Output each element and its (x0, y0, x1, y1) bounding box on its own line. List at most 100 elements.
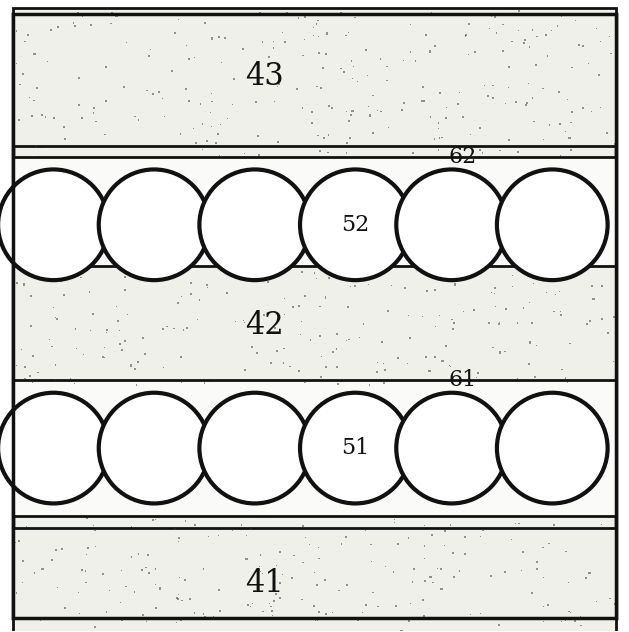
Point (568, 322, 578, 332)
Point (342, 580, 352, 590)
Point (429, 593, 439, 604)
Point (421, 337, 431, 348)
Point (130, 423, 140, 433)
Point (455, 87, 465, 97)
Point (459, 419, 469, 429)
Point (450, 598, 460, 608)
Point (481, 164, 491, 174)
Point (81, 610, 91, 620)
Point (179, 493, 189, 503)
Point (145, 261, 155, 271)
Point (19, 557, 30, 567)
Point (237, 520, 247, 530)
Point (456, 124, 466, 134)
Point (169, 552, 179, 562)
Point (386, 204, 396, 214)
Point (35, 527, 45, 537)
Point (150, 564, 160, 574)
Point (96, 298, 106, 308)
Point (282, 207, 292, 217)
Point (206, 566, 216, 576)
Point (458, 112, 468, 122)
Point (249, 400, 259, 410)
Point (256, 566, 266, 576)
Point (342, 337, 352, 348)
Bar (13, 157, 616, 293)
Point (130, 587, 140, 597)
Point (460, 549, 470, 559)
Point (385, 415, 395, 425)
Point (409, 564, 419, 574)
Point (159, 363, 169, 373)
Point (138, 610, 148, 620)
Point (273, 137, 283, 147)
Point (35, 396, 45, 406)
Point (488, 343, 498, 353)
Point (179, 587, 189, 597)
Point (339, 61, 349, 71)
Point (148, 389, 158, 399)
Point (449, 172, 459, 182)
Point (475, 34, 485, 44)
Point (526, 566, 537, 576)
Point (202, 139, 212, 149)
Point (179, 325, 189, 336)
Point (331, 344, 342, 354)
Point (70, 324, 81, 334)
Point (218, 412, 228, 422)
Point (253, 310, 263, 320)
Point (213, 531, 223, 541)
Point (465, 609, 476, 619)
Point (549, 307, 559, 317)
Point (526, 226, 536, 236)
Point (239, 475, 249, 485)
Point (101, 62, 111, 72)
Point (312, 395, 322, 405)
Point (306, 335, 316, 345)
Point (493, 243, 503, 253)
Point (196, 316, 206, 326)
Point (520, 35, 530, 46)
Point (440, 155, 450, 166)
Point (556, 583, 566, 593)
Point (443, 375, 454, 386)
Point (249, 202, 259, 212)
Point (151, 603, 161, 613)
Point (344, 506, 354, 516)
Point (255, 550, 265, 560)
Point (586, 420, 596, 430)
Point (411, 628, 421, 632)
Point (312, 82, 322, 92)
Point (467, 358, 477, 368)
Point (549, 520, 559, 530)
Point (153, 437, 163, 447)
Point (231, 317, 241, 327)
Point (364, 532, 374, 542)
Point (173, 594, 183, 604)
Point (401, 584, 411, 594)
Point (557, 365, 567, 375)
Point (247, 599, 257, 609)
Point (430, 285, 440, 295)
Point (308, 31, 318, 41)
Point (584, 441, 594, 451)
Point (240, 365, 250, 375)
Point (406, 52, 416, 63)
Point (60, 112, 70, 123)
Point (333, 142, 343, 152)
Point (489, 356, 499, 367)
Point (213, 129, 223, 139)
Point (196, 99, 206, 109)
Point (230, 70, 240, 80)
Point (220, 33, 230, 44)
Point (74, 588, 84, 598)
Point (597, 361, 607, 371)
Point (341, 336, 351, 346)
Point (192, 314, 203, 324)
Point (477, 53, 487, 63)
Point (507, 37, 517, 47)
Point (437, 534, 447, 544)
Point (488, 80, 498, 90)
Point (543, 94, 554, 104)
Point (267, 606, 277, 616)
